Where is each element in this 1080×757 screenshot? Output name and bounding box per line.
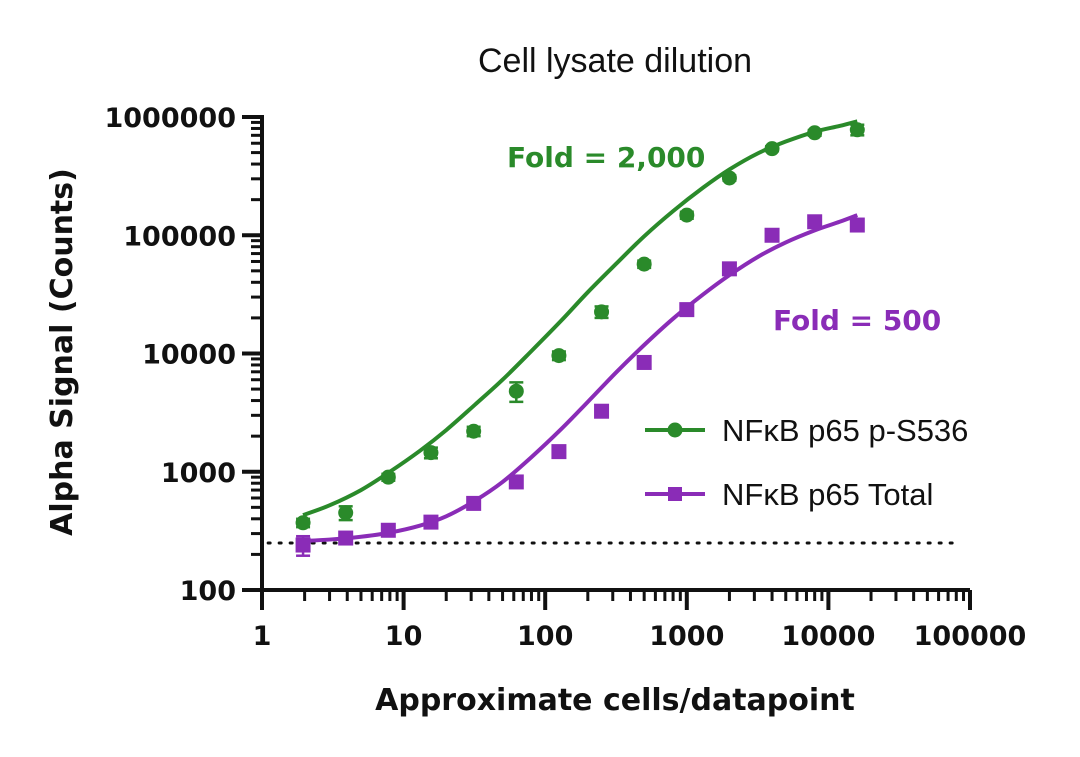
fold-annotation-phospho: Fold = 2,000 (507, 141, 705, 174)
x-tick-label: 100000 (914, 621, 1027, 652)
plot-area (266, 119, 959, 557)
legend-item-phospho: NFκB p65 p-S536 (645, 413, 968, 448)
chart-title: Cell lysate dilution (478, 42, 752, 80)
x-tick-label: 10000 (781, 621, 875, 652)
legend-item-total: NFκB p65 Total (645, 477, 933, 512)
data-point-phospho (764, 141, 780, 157)
data-point-total (764, 227, 780, 243)
data-point-phospho (508, 383, 524, 399)
data-point-phospho (807, 125, 823, 141)
y-axis-label: Alpha Signal (Counts) (45, 168, 80, 536)
data-point-total (508, 474, 524, 490)
data-point-phospho (295, 515, 311, 531)
data-point-phospho (721, 170, 737, 186)
fit-curve-total (302, 213, 859, 543)
data-point-total (849, 217, 865, 233)
data-point-phospho (466, 423, 482, 439)
data-point-total (594, 403, 610, 419)
data-point-phospho (679, 207, 695, 223)
data-point-total (679, 302, 695, 318)
data-point-total (295, 537, 311, 553)
data-point-total (807, 214, 823, 230)
x-tick-label: 100 (517, 621, 573, 652)
y-tick-label: 100000 (123, 221, 236, 252)
y-tick-label: 10000 (142, 340, 236, 371)
data-point-phospho (849, 122, 865, 138)
data-point-total (721, 261, 737, 277)
x-tick-label: 10 (385, 621, 423, 652)
data-point-total (466, 495, 482, 511)
data-point-total (423, 514, 439, 530)
data-point-phospho (636, 256, 652, 272)
data-point-phospho (594, 304, 610, 320)
data-point-total (380, 522, 396, 538)
x-axis-label: Approximate cells/datapoint (375, 683, 855, 718)
fold-annotation-total: Fold = 500 (773, 304, 941, 337)
data-point-phospho (338, 505, 354, 521)
y-tick-label: 1000000 (104, 103, 236, 134)
x-tick-label: 1000 (649, 621, 724, 652)
data-point-phospho (380, 469, 396, 485)
data-point-total (636, 354, 652, 370)
axes: 1 10 100 1000 10000 100000 100 1000 10000 100000 1… (104, 103, 1026, 652)
legend: NFκB p65 p-S536 NFκB p65 Total (645, 413, 968, 512)
data-point-phospho (551, 348, 567, 364)
legend-label-total: NFκB p65 Total (722, 477, 933, 512)
y-tick-label: 100 (180, 576, 236, 607)
data-point-phospho (423, 445, 439, 461)
legend-label-phospho: NFκB p65 p-S536 (722, 413, 968, 448)
data-point-total (338, 530, 354, 546)
y-tick-label: 1000 (161, 458, 236, 489)
legend-marker-circle (667, 422, 683, 438)
legend-marker-square (668, 487, 682, 501)
data-point-total (551, 444, 567, 460)
x-tick-label: 1 (253, 621, 272, 652)
